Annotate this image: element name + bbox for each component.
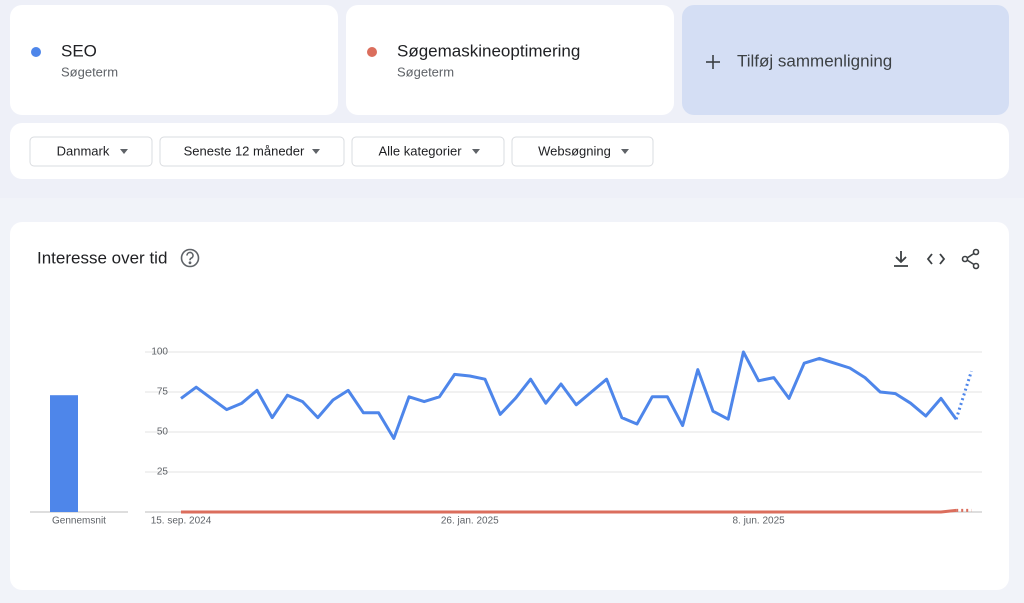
term-subtitle: Søgeterm — [397, 64, 454, 79]
add-comparison: Tilføj sammenligning — [737, 51, 892, 70]
dropdown-caret — [312, 149, 320, 154]
y-tick-label: 25 — [157, 467, 169, 478]
share-icon[interactable] — [961, 248, 980, 270]
filter-button[interactable] — [159, 136, 345, 167]
chart-title: Interesse over tid — [37, 248, 167, 267]
y-tick-label: 100 — [151, 347, 168, 358]
embed-icon[interactable] — [926, 253, 946, 265]
dropdown-caret — [621, 149, 629, 154]
dropdown-caret — [120, 149, 128, 154]
y-tick-label: 50 — [157, 427, 169, 438]
filter-label: Alle kategorier — [378, 143, 462, 158]
dropdown-caret — [472, 149, 480, 154]
term-card[interactable] — [10, 5, 338, 115]
plot: 25 50 75 100 15. sep. 2024 26. jan. 2025 8. ju… — [50, 347, 982, 527]
help-icon[interactable] — [180, 248, 200, 268]
filter-button[interactable] — [511, 136, 654, 167]
term-subtitle: Søgeterm — [61, 64, 118, 79]
x-tick-label: 26. jan. 2025 — [441, 516, 499, 527]
x-tick-label: 8. jun. 2025 — [732, 516, 785, 527]
partial-trend-line — [954, 370, 973, 420]
filter-label: Seneste 12 måneder — [184, 143, 305, 158]
filter-label: Websøgning — [538, 143, 611, 158]
term-name: Søgemaskineoptimering — [397, 41, 580, 60]
term-card[interactable] — [346, 5, 674, 115]
add-comparison-card[interactable] — [682, 5, 1009, 115]
filter-button[interactable] — [29, 136, 153, 167]
filter-label: Danmark — [57, 143, 110, 158]
term-dot — [367, 47, 377, 57]
average-bar — [50, 395, 78, 512]
x-tick-label: 15. sep. 2024 — [151, 516, 212, 527]
filters: Danmark Seneste 12 måneder Alle kategorier… — [29, 136, 654, 167]
download-icon[interactable] — [894, 251, 908, 267]
filter-button[interactable] — [351, 136, 505, 167]
trend-line — [181, 508, 957, 514]
average-label: Gennemsnit — [52, 516, 106, 527]
y-tick-label: 75 — [157, 387, 169, 398]
term-dot — [31, 47, 41, 57]
trend-line — [180, 350, 958, 440]
term-name: SEO — [61, 41, 97, 60]
